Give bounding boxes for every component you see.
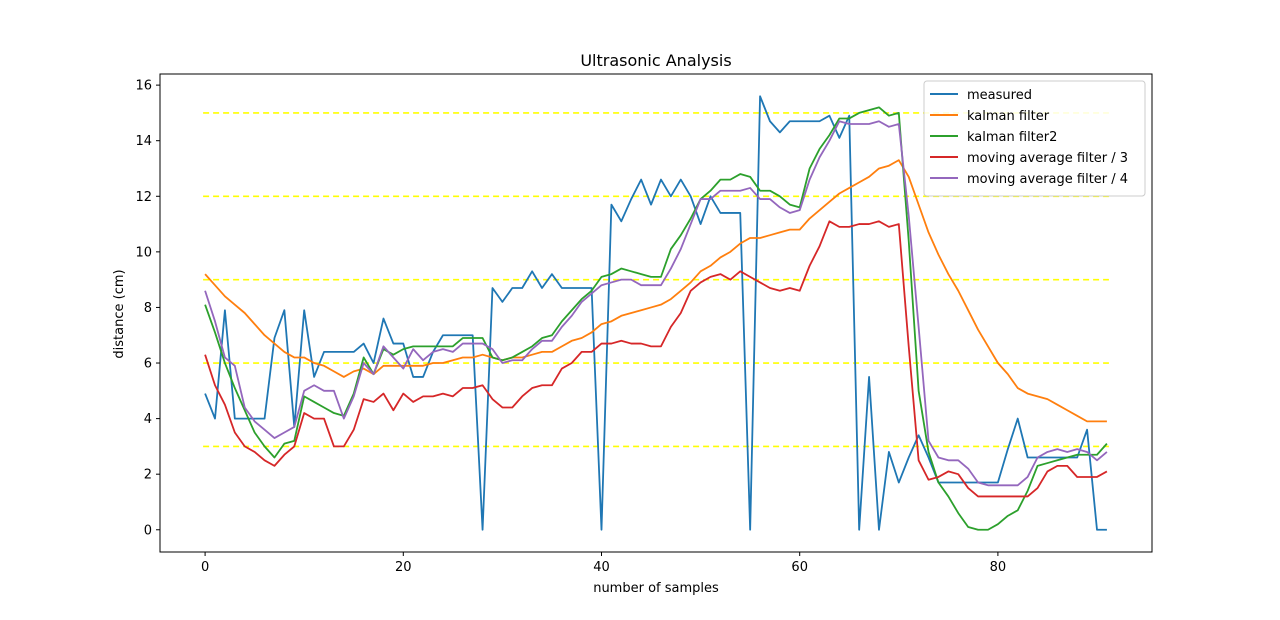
legend: measured kalman filter kalman filter2 movin… bbox=[923, 80, 1146, 197]
plot-frame bbox=[159, 73, 1153, 553]
series-line-moving-average-filter-3 bbox=[204, 220, 1108, 498]
legend-label-1: kalman filter bbox=[967, 109, 1050, 124]
y-tick-label-4: 4 bbox=[144, 412, 152, 427]
series-line-kalman-filter2 bbox=[204, 106, 1108, 531]
legend-label-0: measured bbox=[967, 88, 1032, 103]
y-tick-label-6: 6 bbox=[144, 357, 152, 372]
plot-area: 0 20 40 60 80 0 2 4 6 8 10 12 14 16 bbox=[135, 73, 1153, 575]
x-tick-label-60: 60 bbox=[791, 560, 808, 575]
x-axis-label: number of samples bbox=[593, 581, 719, 596]
x-tick-label-80: 80 bbox=[990, 560, 1007, 575]
legend-box bbox=[923, 80, 1146, 197]
y-tick-label-2: 2 bbox=[144, 468, 152, 483]
series-line-kalman-filter bbox=[204, 159, 1107, 423]
chart-title: Ultrasonic Analysis bbox=[580, 51, 731, 70]
x-tick-label-0: 0 bbox=[201, 560, 209, 575]
y-tick-label-12: 12 bbox=[135, 190, 152, 205]
series-line-moving-average-filter-4 bbox=[204, 120, 1108, 487]
x-tick-label-20: 20 bbox=[395, 560, 412, 575]
series-line-measured bbox=[204, 95, 1107, 531]
legend-label-2: kalman filter2 bbox=[967, 130, 1057, 145]
y-tick-label-8: 8 bbox=[144, 301, 152, 316]
y-axis-label: distance (cm) bbox=[112, 269, 127, 358]
legend-label-3: moving average filter / 3 bbox=[967, 151, 1128, 166]
y-tick-label-16: 16 bbox=[135, 79, 152, 94]
legend-label-4: moving average filter / 4 bbox=[967, 172, 1128, 187]
y-tick-label-0: 0 bbox=[144, 523, 152, 538]
y-tick-label-10: 10 bbox=[135, 245, 152, 260]
x-tick-label-40: 40 bbox=[593, 560, 610, 575]
y-tick-label-14: 14 bbox=[135, 134, 152, 149]
